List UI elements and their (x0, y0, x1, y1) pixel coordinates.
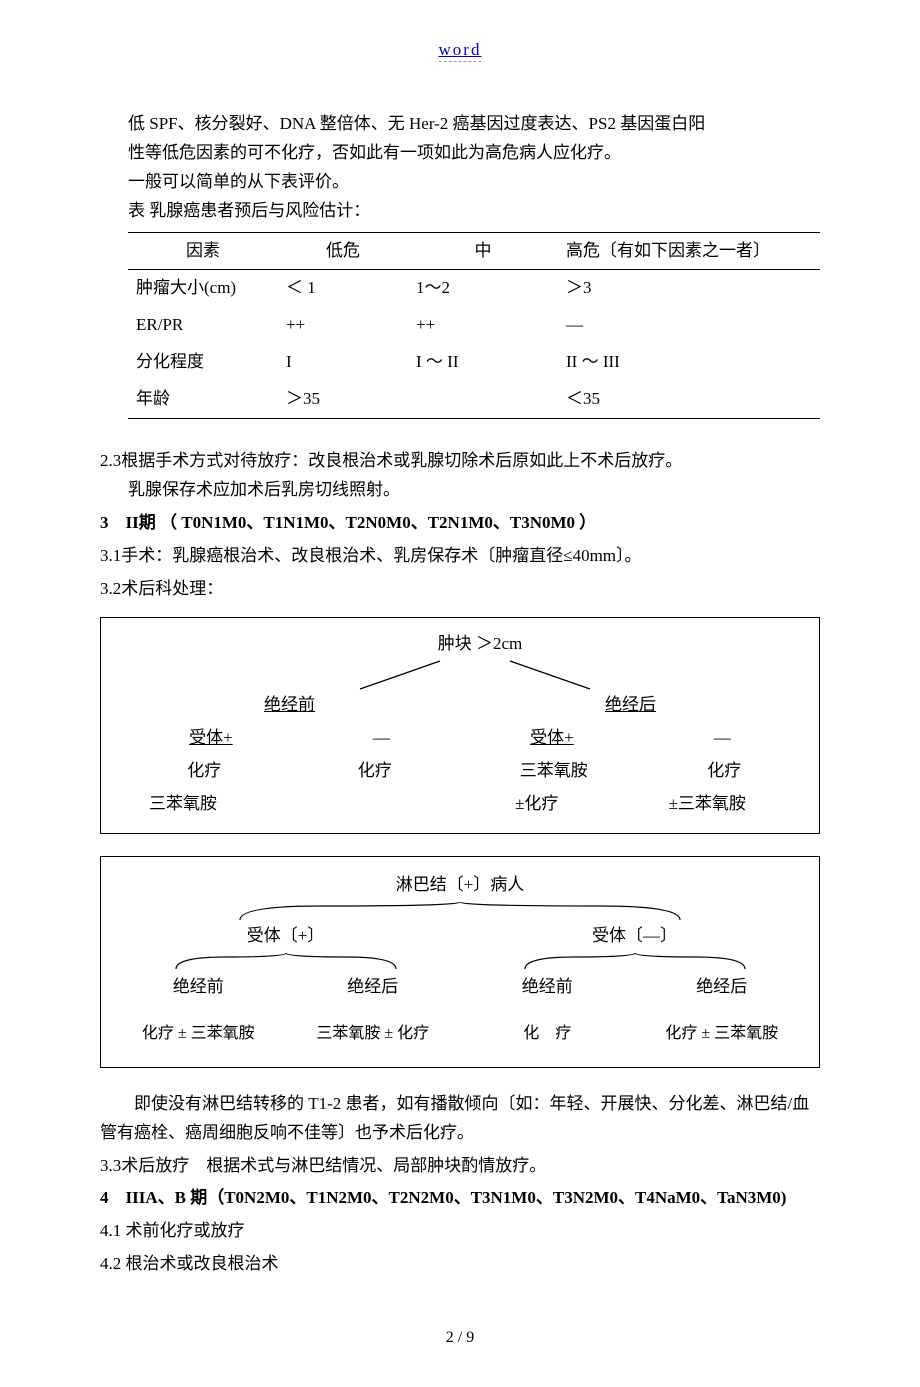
intro-paragraph: 低 SPF、核分裂好、DNA 整倍体、无 Her-2 癌基因过度表达、PS2 基… (100, 110, 820, 226)
th-factor: 因素 (128, 232, 278, 270)
flow1-root: 肿块 ＞2cm (438, 634, 523, 653)
th-low: 低危 (278, 232, 408, 270)
flow1-tam-1: 三苯氧胺 (149, 790, 217, 819)
after-flow-p1: 即使没有淋巴结转移的 T1-2 患者，如有播散倾向〔如：年轻、开展快、分化差、淋… (100, 1090, 820, 1148)
section-2-3: 2.3根据手术方式对待放疗：改良根治术或乳腺切除术后原如此上不术后放疗。 乳腺保… (100, 447, 820, 505)
header-link[interactable]: word (100, 40, 820, 60)
page-number: 2 / 9 (100, 1329, 820, 1347)
s23-line2: 乳腺保存术应加术后乳房切线照射。 (100, 476, 820, 505)
table-row: 年龄 ＞35 ＜35 (128, 381, 820, 418)
table-row: ER/PR ++ ++ — (128, 307, 820, 344)
flow2-leaf-c: 化 疗 (460, 1020, 635, 1047)
flow2-leaf-b: 三苯氧胺 ± 化疗 (286, 1020, 461, 1047)
table-header-row: 因素 低危 中 高危〔有如下因素之一者〕 (128, 232, 820, 270)
flow1-recp-neg-2: — (714, 724, 731, 753)
s3-2: 3.2术后科处理： (100, 575, 820, 604)
flow1-chemo-3: 化疗 (707, 757, 741, 786)
branch-connector-icon (290, 659, 630, 691)
flowchart-lymph-positive: 淋巴结〔+〕病人 受体〔+〕 受体〔—〕 (100, 856, 820, 1068)
section-3-title: 3 II期 （ T0N1M0、T1N1M0、T2N0M0、T2N1M0、T3N0… (100, 509, 820, 538)
flow1-recp-neg: — (373, 724, 390, 753)
flow1-recp-pos-2: 受体+ (530, 724, 574, 753)
flow1-premenopause: 绝经前 (119, 691, 460, 720)
flow2-leaf-a: 化疗 ± 三苯氧胺 (111, 1020, 286, 1047)
flow2-post-2: 绝经后 (635, 973, 810, 1002)
intro-line-3: 一般可以简单的从下表评价。 (128, 168, 820, 197)
brace-connector-icon (180, 900, 740, 922)
flow2-post-1: 绝经后 (286, 973, 461, 1002)
flow1-plus-chemo: ±化疗 (515, 790, 558, 819)
flow2-receptor-pos: 受体〔+〕 (247, 926, 325, 945)
flow2-pre-1: 绝经前 (111, 973, 286, 1002)
s3-3: 3.3术后放疗 根据术式与淋巴结情况、局部肿块酌情放疗。 (100, 1152, 820, 1181)
table-caption: 表 乳腺癌患者预后与风险估计： (128, 197, 820, 226)
s4-1: 4.1 术前化疗或放疗 (100, 1217, 820, 1246)
th-high: 高危〔有如下因素之一者〕 (558, 232, 820, 270)
flowchart-tumor-gt-2cm: 肿块 ＞2cm 绝经前 受体+ — 化疗 化疗 (100, 617, 820, 833)
table-row: 分化程度 I I ～ II II ～ III (128, 344, 820, 381)
s4-2: 4.2 根治术或改良根治术 (100, 1250, 820, 1279)
intro-line-2: 性等低危因素的可不化疗，否如此有一项如此为高危病人应化疗。 (128, 139, 820, 168)
s23-line1: 2.3根据手术方式对待放疗：改良根治术或乳腺切除术后原如此上不术后放疗。 (100, 447, 820, 476)
flow1-chemo-2: 化疗 (358, 757, 392, 786)
flow1-plus-tam: ±三苯氧胺 (669, 790, 746, 819)
flow2-receptor-neg: 受体〔—〕 (592, 926, 677, 945)
table-row: 肿瘤大小(cm) ＜ 1 1～2 ＞3 (128, 270, 820, 307)
flow2-pre-2: 绝经前 (460, 973, 635, 1002)
flow1-postmenopause: 绝经后 (460, 691, 801, 720)
flow2-root: 淋巴结〔+〕病人 (396, 875, 525, 894)
flow1-recp-pos: 受体+ (189, 724, 233, 753)
prognosis-table: 因素 低危 中 高危〔有如下因素之一者〕 肿瘤大小(cm) ＜ 1 1～2 ＞3… (128, 232, 820, 419)
s3-1: 3.1手术：乳腺癌根治术、改良根治术、乳房保存术〔肿瘤直径≤40mm〕。 (100, 542, 820, 571)
intro-line-1: 低 SPF、核分裂好、DNA 整倍体、无 Her-2 癌基因过度表达、PS2 基… (128, 110, 820, 139)
header-link-text: word (439, 40, 482, 62)
flow1-chemo-1: 化疗 (187, 757, 221, 786)
brace-connector-icon (505, 951, 765, 971)
th-mid: 中 (408, 232, 558, 270)
section-4-title: 4 IIIA、B 期（T0N2M0、T1N2M0、T2N2M0、T3N1M0、T… (100, 1184, 820, 1213)
flow1-tam-2: 三苯氧胺 (520, 757, 588, 786)
flow2-leaf-d: 化疗 ± 三苯氧胺 (635, 1020, 810, 1047)
brace-connector-icon (156, 951, 416, 971)
